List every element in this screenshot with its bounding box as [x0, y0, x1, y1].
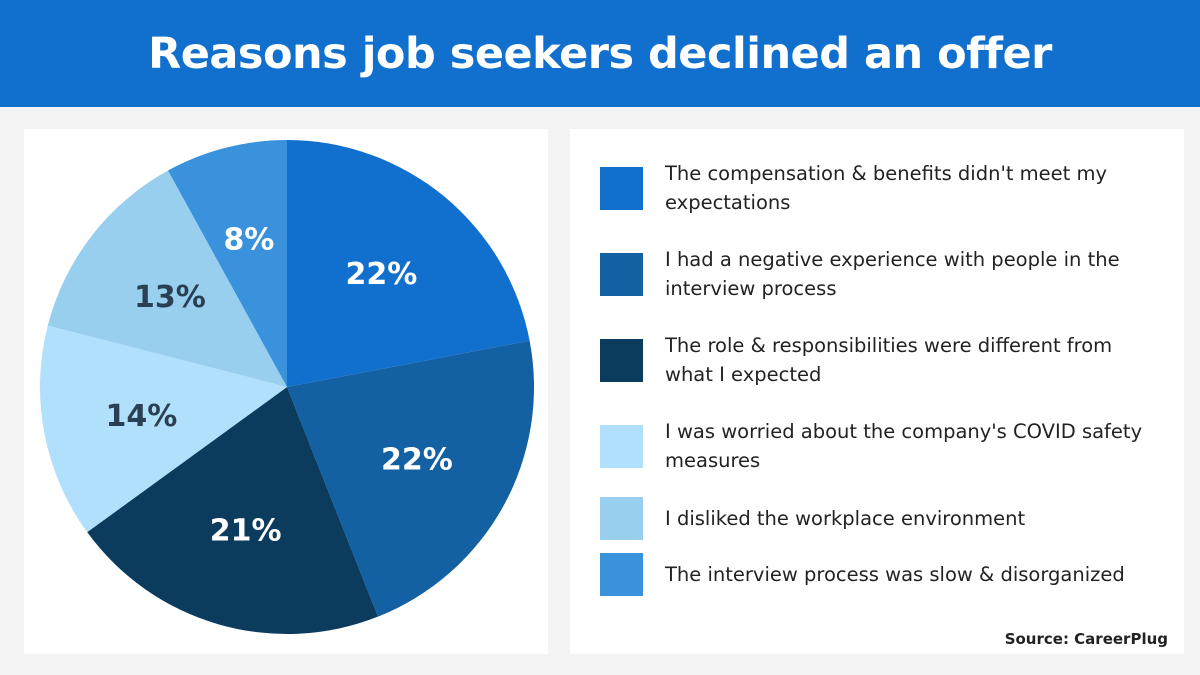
- legend-swatch: [600, 424, 643, 468]
- legend-item: I was worried about the company's COVID …: [600, 417, 1165, 475]
- legend-item: The role & responsibilities were differe…: [600, 331, 1165, 389]
- slice-data-label: 8%: [223, 223, 274, 258]
- legend-item: The interview process was slow & disorga…: [600, 553, 1165, 596]
- slice-data-label: 22%: [381, 442, 453, 477]
- pie-slice: [287, 140, 530, 387]
- legend-swatch: [600, 497, 643, 540]
- legend-item: I had a negative experience with people …: [600, 245, 1165, 303]
- legend-swatch: [600, 553, 643, 596]
- pie-panel: 22% 22% 21% 14% 13% 8%: [24, 129, 548, 654]
- pie-slice: [47, 170, 288, 387]
- legend-label: I disliked the workplace environment: [665, 507, 1026, 530]
- legend-swatch: [600, 166, 643, 210]
- pie-slice: [87, 387, 378, 634]
- pie-chart: 22% 22% 21% 14% 13% 8%: [40, 140, 534, 634]
- source-note: Source: CareerPlug: [1004, 630, 1168, 648]
- pie-slice: [168, 140, 287, 387]
- legend-item: The compensation & benefits didn't meet …: [600, 159, 1165, 217]
- legend-panel: The compensation & benefits didn't meet …: [570, 129, 1184, 654]
- legend-label: The compensation & benefits didn't meet …: [665, 162, 1108, 214]
- slice-data-label: 21%: [210, 513, 282, 548]
- legend-item: I disliked the workplace environment: [600, 497, 1165, 540]
- legend-label: The interview process was slow & disorga…: [665, 563, 1125, 586]
- slice-data-label: 14%: [106, 399, 178, 434]
- page-title: Reasons job seekers declined an offer: [0, 0, 1200, 107]
- pie-slice: [287, 340, 534, 617]
- legend-swatch: [600, 338, 643, 382]
- slice-data-label: 22%: [346, 257, 418, 292]
- legend-label: The role & responsibilities were differe…: [665, 334, 1113, 386]
- pie-slice: [40, 325, 287, 533]
- legend-label: I had a negative experience with people …: [665, 248, 1120, 300]
- legend-swatch: [600, 252, 643, 296]
- legend-label: I was worried about the company's COVID …: [665, 420, 1143, 472]
- slice-data-label: 13%: [134, 280, 206, 315]
